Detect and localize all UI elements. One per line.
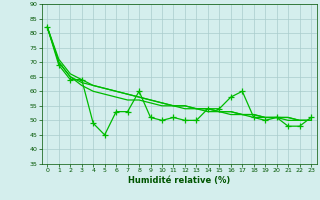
X-axis label: Humidité relative (%): Humidité relative (%) (128, 176, 230, 185)
